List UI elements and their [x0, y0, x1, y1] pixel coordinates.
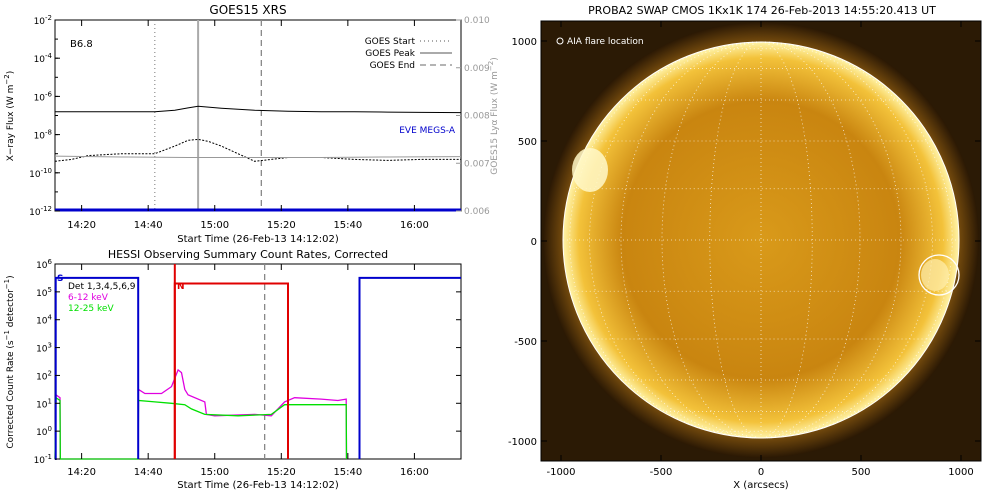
hessi-series-6-12-keV	[54, 368, 348, 460]
hessi-xtick-label: 14:20	[67, 467, 96, 478]
goes-title: GOES15 XRS	[209, 3, 286, 17]
hessi-xtick-label: 15:00	[200, 467, 229, 478]
swap-ytick-label: 0	[531, 237, 537, 248]
goes-corner-label: B6.8	[70, 39, 93, 50]
hessi-legend-label: 12-25 keV	[68, 304, 114, 314]
hessi-ytick-label: 105	[36, 286, 52, 299]
goes-axes-group: 10-2 10-4 10-6 10-8 10-10 10-12 0.010 0.009 0.00…	[29, 14, 490, 231]
annotation-circle-icon	[556, 37, 564, 45]
hessi-xtick-label: 15:40	[333, 467, 362, 478]
goes-legend: GOES Start GOES Peak GOES End	[365, 37, 452, 71]
hessi-series-12-25-keV	[54, 396, 348, 460]
flare-location-marker	[918, 254, 960, 296]
grid-longitude-line	[569, 41, 762, 439]
hessi-ytick-label: 10-1	[34, 453, 52, 466]
hessi-legend-label: Det 1,3,4,5,6,9	[68, 282, 136, 292]
hessi-flag-s: S	[57, 274, 63, 284]
grid-longitude-line	[760, 41, 861, 439]
hessi-legend-label: 6-12 keV	[68, 293, 109, 303]
grid-longitude-line	[760, 41, 902, 439]
swap-panel: PROBA2 SWAP CMOS 1Kx1K 174 26-Feb-2013 1…	[508, 4, 982, 491]
hessi-series-N	[173, 282, 289, 459]
goes-xtick-label: 14:40	[134, 220, 163, 231]
hessi-ytick-label: 102	[36, 369, 52, 382]
goes-xlabel: Start Time (26-Feb-13 14:12:02)	[177, 234, 339, 245]
grid-longitude-line	[620, 41, 762, 439]
eve-label: EVE MEGS-A	[399, 126, 456, 136]
active-region-west	[921, 259, 949, 291]
hessi-ytick-label: 101	[36, 397, 52, 410]
goes-right-ytick-label: 0.006	[464, 207, 490, 217]
hessi-ytick-label: 103	[36, 342, 52, 355]
hessi-plot-frame	[54, 263, 462, 460]
hessi-panel: HESSI Observing Summary Count Rates, Cor…	[3, 248, 462, 491]
active-region-east	[572, 148, 608, 192]
goes-xtick-label: 15:40	[333, 220, 362, 231]
swap-xtick-label: -500	[650, 467, 673, 478]
goes-series-long	[55, 105, 462, 114]
goes-ytick-label: 10-6	[34, 90, 53, 103]
goes-legend-label: GOES Peak	[365, 49, 415, 59]
goes-xtick-label: 15:00	[200, 220, 229, 231]
hessi-ytick-label: 104	[36, 314, 52, 327]
hessi-axes-group: 106 105 104 103 102 101 100 10-1 14:20 14:40 15:00…	[34, 258, 461, 478]
grid-longitude-line	[589, 41, 762, 439]
swap-ytick-label: -1000	[508, 437, 537, 448]
swap-xtick-label: 0	[758, 467, 764, 478]
goes-ylabel: X−ray Flux (W m−2)	[3, 71, 16, 162]
hessi-xtick-label: 16:00	[400, 467, 429, 478]
swap-xtick-label: -1000	[546, 467, 575, 478]
hessi-series-group	[54, 264, 461, 460]
swap-annotation: AIA flare location	[567, 37, 644, 47]
goes-xtick-label: 14:20	[67, 220, 96, 231]
swap-ytick-label: 1000	[512, 37, 537, 48]
swap-ytick-label: 500	[518, 137, 537, 148]
grid-longitude-line	[760, 41, 933, 439]
grid-longitude-line	[760, 41, 953, 439]
goes-right-ytick-label: 0.009	[464, 64, 490, 74]
swap-xtick-label: 1000	[948, 467, 973, 478]
grid-longitude-line	[661, 41, 762, 439]
hessi-flag-n: N	[177, 282, 185, 292]
goes-series-lya	[54, 155, 462, 158]
hessi-series-S2	[358, 276, 461, 459]
swap-xtick-label: 500	[851, 467, 870, 478]
hessi-xtick-label: 14:40	[134, 467, 163, 478]
goes-ytick-label: 10-12	[29, 205, 52, 218]
heliographic-grid	[563, 41, 959, 439]
goes-right-ytick-label: 0.010	[464, 16, 490, 26]
swap-ytick-label: -500	[514, 337, 537, 348]
swap-axes-group: -1000 -500 0 500 1000 1000 500 0 -500 -1000	[508, 21, 981, 478]
goes-legend-label: GOES Start	[365, 37, 416, 47]
hessi-xlabel: Start Time (26-Feb-13 14:12:02)	[177, 480, 339, 491]
goes-right-ytick-label: 0.007	[464, 159, 490, 169]
goes-series-short	[54, 138, 461, 162]
goes-ytick-label: 10-8	[34, 129, 52, 142]
hessi-ytick-label: 106	[36, 258, 52, 271]
goes-ytick-label: 10-10	[29, 167, 52, 180]
goes-right-ytick-label: 0.008	[464, 112, 490, 122]
hessi-ylabel: Corrected Count Rate (s−1 detector−1)	[3, 275, 16, 448]
goes-series-group	[54, 20, 462, 212]
swap-title: PROBA2 SWAP CMOS 1Kx1K 174 26-Feb-2013 1…	[588, 4, 936, 17]
hessi-title: HESSI Observing Summary Count Rates, Cor…	[108, 248, 388, 261]
swap-xlabel: X (arcsecs)	[733, 480, 789, 491]
hessi-ytick-label: 100	[36, 425, 52, 438]
goes-xtick-label: 15:20	[267, 220, 296, 231]
hessi-xtick-label: 15:20	[267, 467, 296, 478]
goes-right-ylabel: GOES15 Lyα Flux (W m−2)	[487, 57, 500, 175]
goes-ytick-label: 10-4	[34, 52, 53, 65]
goes-ytick-label: 10-2	[34, 14, 52, 27]
goes-xtick-label: 16:00	[400, 220, 429, 231]
goes-legend-label: GOES End	[370, 61, 415, 71]
